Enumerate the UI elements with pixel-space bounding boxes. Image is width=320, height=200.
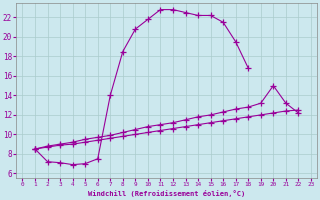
X-axis label: Windchill (Refroidissement éolien,°C): Windchill (Refroidissement éolien,°C) (88, 190, 245, 197)
